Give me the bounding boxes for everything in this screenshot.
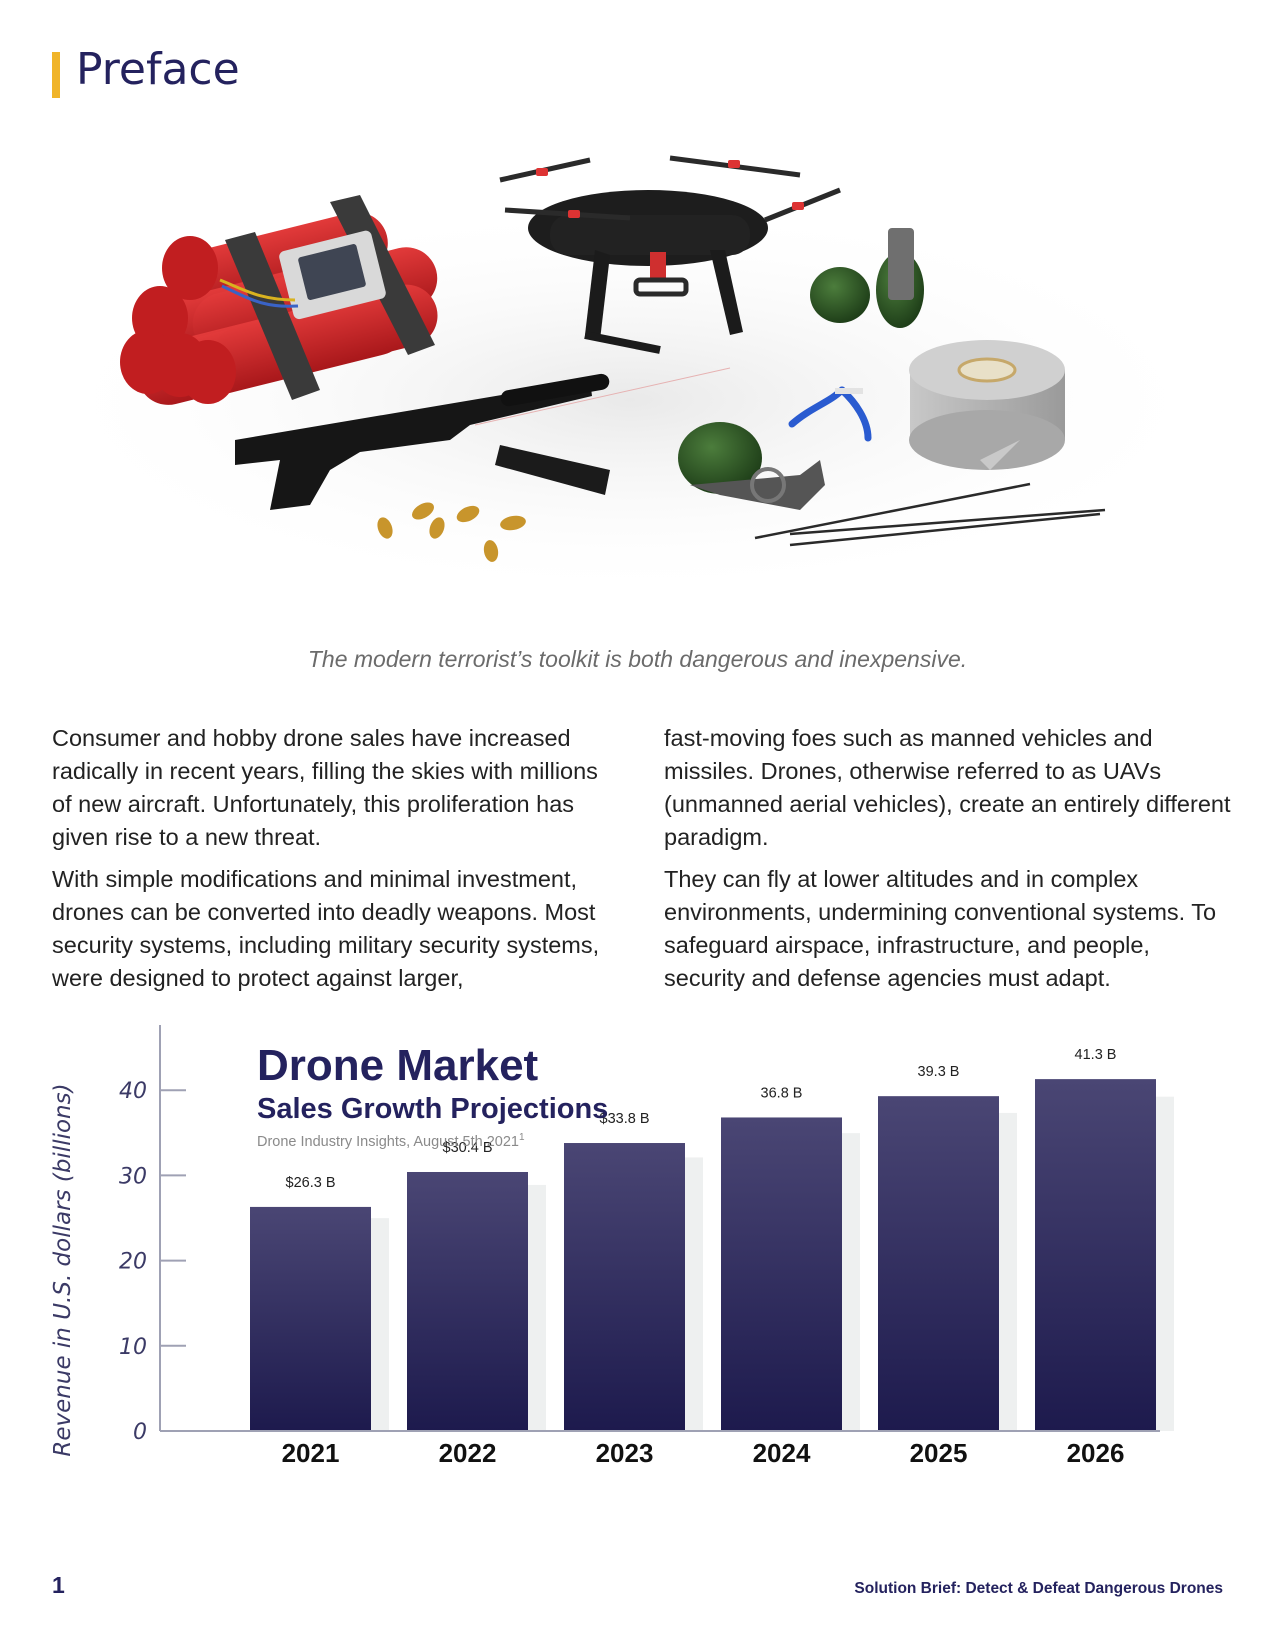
x-tick-label: 2024 — [753, 1438, 811, 1468]
document-title: Solution Brief: Detect & Defeat Dangerou… — [854, 1580, 1223, 1597]
bar-2024 — [721, 1117, 842, 1431]
data-label: $33.8 B — [600, 1111, 650, 1127]
data-label: 41.3 B — [1075, 1047, 1117, 1063]
body-column-left: Consumer and hobby drone sales have incr… — [52, 722, 620, 1004]
dynamite-bundle-icon — [120, 195, 438, 405]
bar-2023 — [564, 1143, 685, 1431]
x-tick-label: 2026 — [1067, 1438, 1125, 1468]
x-tick-label: 2022 — [439, 1438, 497, 1468]
y-tick-label: 0 — [133, 1420, 147, 1445]
body-paragraph: They can fly at lower altitudes and in c… — [664, 866, 1217, 991]
cable-ties-icon — [754, 482, 1106, 547]
image-caption: The modern terrorist’s toolkit is both d… — [307, 646, 968, 672]
x-tick-label: 2025 — [910, 1438, 968, 1468]
y-tick-label: 10 — [119, 1335, 147, 1360]
magazine-icon — [495, 445, 610, 495]
body-paragraph: With simple modifications and minimal in… — [52, 866, 600, 991]
page-number: 1 — [52, 1572, 65, 1598]
chart-source-text: Drone Industry Insights, August 5th 2021 — [257, 1134, 519, 1150]
drone-icon — [499, 155, 841, 354]
chart-subtitle: Sales Growth Projections — [257, 1093, 608, 1125]
duct-tape-icon — [909, 340, 1065, 470]
bar-2022 — [407, 1171, 528, 1431]
bar-2025 — [878, 1096, 999, 1431]
x-tick-label: 2021 — [282, 1438, 340, 1468]
data-label: $30.4 B — [443, 1140, 493, 1156]
wire-cutters-icon — [788, 386, 872, 442]
drone-market-chart: 01020304050 $26.3 B$30.4 B$33.8 B36.8 B3… — [50, 1025, 1174, 1468]
page-title: Preface — [76, 44, 240, 95]
accent-bar — [52, 52, 60, 98]
body-paragraph: fast-moving foes such as manned vehicles… — [664, 725, 1231, 850]
pistol-icon — [235, 367, 731, 510]
data-label: 36.8 B — [761, 1085, 803, 1101]
bar-2026 — [1035, 1079, 1156, 1431]
y-tick-label: 30 — [119, 1164, 147, 1189]
toolkit-illustration — [30, 155, 1230, 600]
data-label: 39.3 B — [918, 1064, 960, 1080]
body-paragraph: Consumer and hobby drone sales have incr… — [52, 725, 598, 850]
grenade-icon — [678, 422, 825, 510]
chart-source-superscript: 1 — [519, 1132, 525, 1143]
grenade-icon — [810, 228, 924, 328]
chart-source: Drone Industry Insights, August 5th 2021… — [257, 1132, 525, 1150]
x-tick-label: 2023 — [596, 1438, 654, 1468]
chart-title: Drone Market — [257, 1041, 539, 1090]
y-axis-label: Revenue in U.S. dollars (billions) — [50, 1083, 76, 1456]
y-tick-label: 40 — [119, 1079, 147, 1104]
body-column-right: fast-moving foes such as manned vehicles… — [664, 722, 1232, 1004]
data-label: $26.3 B — [286, 1175, 336, 1191]
bullet-icon — [377, 502, 526, 562]
y-tick-label: 20 — [119, 1250, 147, 1275]
bar-2021 — [250, 1206, 371, 1431]
